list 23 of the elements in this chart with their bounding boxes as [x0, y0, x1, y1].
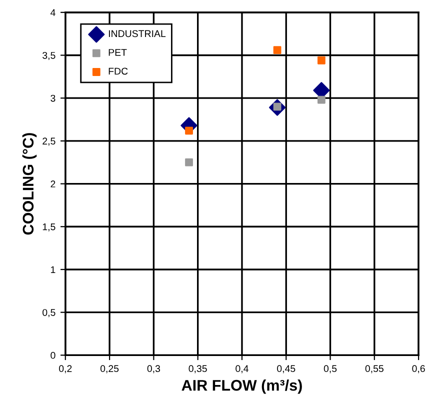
x-tick-label: 0,5 [324, 365, 337, 374]
x-tick-label: 0,3 [147, 365, 160, 374]
y-tick-label: 1,5 [42, 223, 56, 232]
x-tick-label: 0,2 [59, 365, 72, 374]
y-tick-label: 1 [51, 266, 56, 274]
x-axis-title: AIR FLOW (m³/s) [182, 380, 302, 394]
x-tick-label: 0,55 [365, 365, 384, 374]
x-tick-label: 0,4 [236, 365, 248, 374]
y-tick-label: 4 [50, 9, 56, 16]
legend-label: FDC [108, 68, 128, 75]
y-tick-label: 3 [50, 94, 56, 102]
y-tick-label: 3,5 [42, 52, 56, 60]
x-tick-label: 0,6 [412, 365, 425, 374]
legend-label: INDUSTRIAL [108, 30, 166, 38]
x-tick-label: 0,35 [188, 365, 207, 374]
y-tick-label: 0 [50, 352, 56, 359]
y-tick-label: 0,5 [42, 309, 56, 318]
x-tick-label: 0,25 [100, 365, 119, 374]
y-tick-label: 2 [50, 180, 56, 188]
legend-label: PET [108, 49, 127, 56]
y-tick-label: 2,5 [42, 138, 56, 146]
y-axis-title: COOLING (°C) [22, 133, 37, 235]
x-tick-label: 0,45 [277, 365, 296, 374]
